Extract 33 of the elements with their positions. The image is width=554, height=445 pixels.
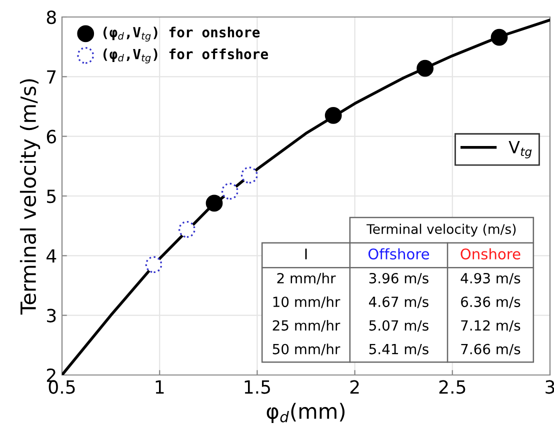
- annotation: I: [305, 248, 307, 260]
- y-tick-label: 6: [46, 130, 56, 144]
- legend-label: V$_{tg}$: [508, 141, 532, 158]
- annotation: 10 mm/hr: [273, 296, 340, 308]
- y-tick-label: 7: [47, 70, 56, 84]
- annotation: 4.67 m/s: [369, 296, 428, 308]
- y-tick-label: 5: [47, 190, 56, 204]
- x-tick-label: 0.5: [48, 380, 75, 394]
- x-tick-label: 1: [156, 380, 164, 394]
- annotation: 7.12 m/s: [461, 320, 520, 332]
- annotation: Terminal velocity (m/s): [366, 224, 516, 237]
- annotation: 7.66 m/s: [461, 344, 520, 356]
- y-axis-title: Terminal velocity (m/s): [20, 79, 40, 315]
- x-tick-label: 2: [350, 380, 359, 394]
- y-tick-label: 3: [47, 308, 56, 322]
- annotation: 3.96 m/s: [369, 272, 428, 285]
- annotation: Offshore: [368, 248, 430, 260]
- annotation: 4.93 m/s: [460, 272, 520, 285]
- y-tick-label: 4: [46, 249, 56, 263]
- x-tick-label: 3: [546, 380, 554, 394]
- annotation: 25 mm/hr: [272, 320, 340, 332]
- x-tick-label: 2.5: [439, 380, 466, 394]
- annotation: 5.07 m/s: [369, 320, 428, 332]
- annotation: 6.36 m/s: [461, 296, 520, 308]
- x-axis-title: φ$_{d}$(mm): [266, 402, 345, 424]
- annotation: Onshore: [460, 248, 520, 260]
- x-tick-label: 1.5: [244, 380, 270, 394]
- annotation: 50 mm/hr: [272, 344, 340, 356]
- legend-label: (φ$_{d}$,V$_{tg}$) for offshore: [103, 48, 268, 64]
- legend-label: (φ$_{d}$,V$_{tg}$) for onshore: [103, 26, 260, 42]
- y-tick-label: 8: [46, 10, 56, 24]
- annotation: 5.41 m/s: [369, 344, 428, 356]
- annotation: 2 mm/hr: [277, 272, 336, 285]
